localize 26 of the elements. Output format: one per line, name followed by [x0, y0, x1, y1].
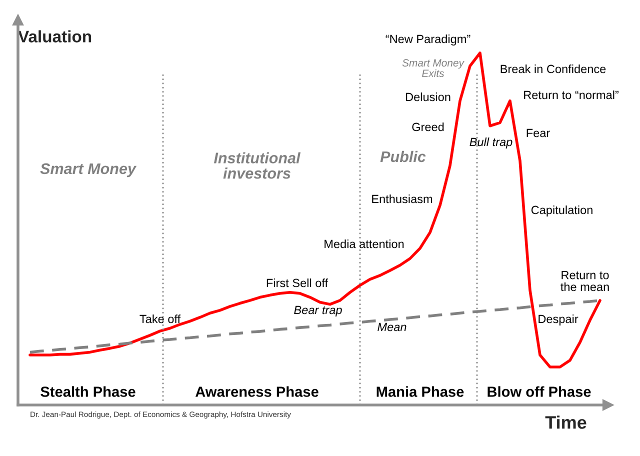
- annotation: Delusion: [406, 92, 450, 102]
- annotation: Stealth Phase: [40, 386, 136, 397]
- annotation: Return to the mean: [560, 271, 609, 292]
- annotation: Awareness Phase: [195, 386, 318, 397]
- annotation: First Sell off: [266, 278, 328, 288]
- annotation: Fear: [526, 128, 550, 138]
- annotation: Return to “normal”: [524, 90, 618, 100]
- annotation: Public: [380, 150, 426, 162]
- annotation: Smart Money Exits: [402, 59, 464, 78]
- annotation: Mania Phase: [376, 386, 464, 397]
- annotation: Bull trap: [470, 138, 512, 149]
- annotation: Media attention: [324, 239, 404, 248]
- y-axis-title: Valuation: [18, 30, 92, 42]
- annotation: Capitulation: [531, 205, 592, 216]
- text: “New Paradigm”: [386, 34, 470, 46]
- annotation: Mean: [378, 322, 406, 332]
- annotation: Take off: [140, 314, 181, 324]
- annotation: Bear trap: [294, 306, 342, 316]
- annotation: Smart Money: [40, 163, 137, 178]
- annotation: Break in Confidence: [500, 64, 606, 74]
- annotation: Enthusiasm: [372, 194, 432, 204]
- annotation: Blow off Phase: [488, 386, 591, 397]
- annotation: Despair: [538, 314, 578, 326]
- annotation: Institutional investors: [214, 152, 301, 179]
- x-axis-title: Time: [545, 416, 586, 429]
- annotation: Greed: [412, 122, 444, 132]
